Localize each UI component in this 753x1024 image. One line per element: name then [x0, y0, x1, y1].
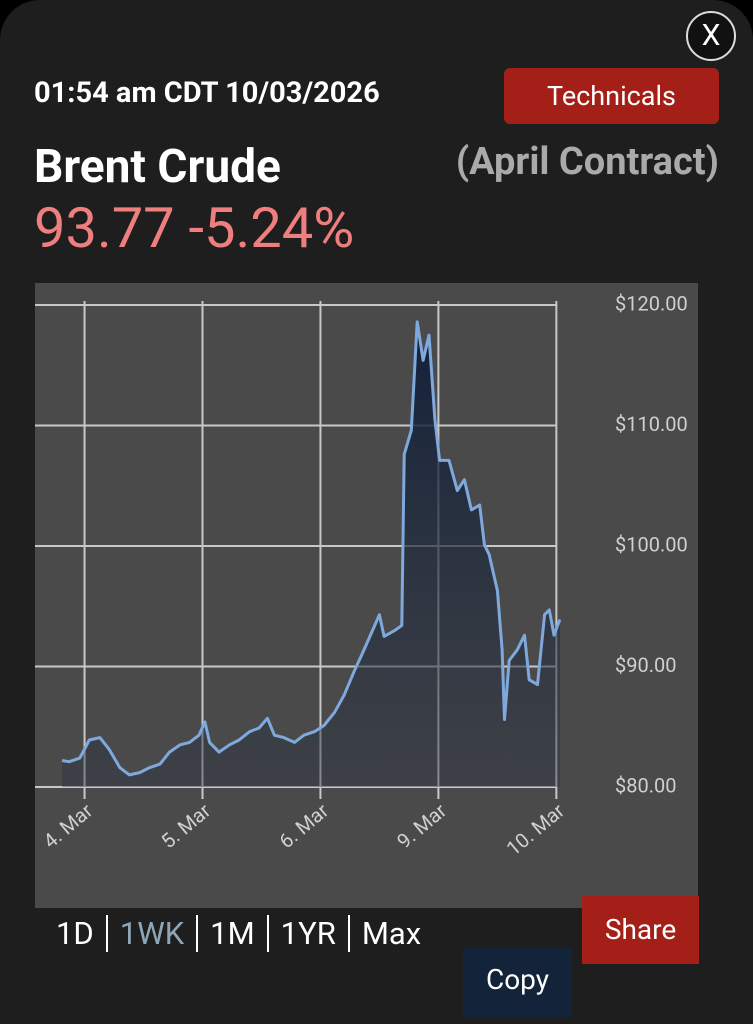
period-button[interactable]: 1M [196, 915, 267, 952]
chart: $80.00 $90.00 $100.00 $110.00 $120.00 4. Mar 5… [35, 283, 698, 908]
y-tick-label: $100.00 [615, 532, 688, 556]
change: -5.24% [188, 195, 355, 261]
period-button[interactable]: 1YR [266, 915, 348, 952]
x-tick-label: 4. Mar [38, 798, 97, 853]
price: 93.77 [34, 195, 175, 261]
x-tick-label: 6. Mar [274, 798, 333, 853]
instrument-name: Brent Crude [34, 140, 281, 194]
timestamp: 01:54 am CDT 10/03/2026 [34, 76, 380, 110]
x-tick-label: 10. Mar [502, 798, 570, 860]
x-tick-label: 5. Mar [156, 798, 215, 853]
period-selector: 1D 1WK 1M 1YR Max [56, 915, 433, 952]
period-button[interactable]: 1WK [105, 915, 196, 952]
y-tick-label: $120.00 [615, 291, 688, 315]
x-tick-label: 9. Mar [392, 798, 451, 853]
copy-button[interactable]: Copy [463, 947, 572, 1017]
quote: 93.77 -5.24% [34, 195, 354, 261]
y-tick-label: $90.00 [615, 653, 676, 677]
contract: (April Contract) [455, 140, 719, 184]
share-button[interactable]: Share [582, 896, 699, 964]
y-tick-label: $80.00 [615, 773, 676, 797]
y-tick-label: $110.00 [615, 412, 688, 436]
period-button[interactable]: Max [347, 915, 433, 952]
technicals-button[interactable]: Technicals [504, 68, 719, 124]
close-button[interactable]: X [686, 11, 736, 61]
price-line [61, 320, 562, 777]
area-fill [62, 321, 560, 787]
period-button[interactable]: 1D [56, 915, 94, 952]
